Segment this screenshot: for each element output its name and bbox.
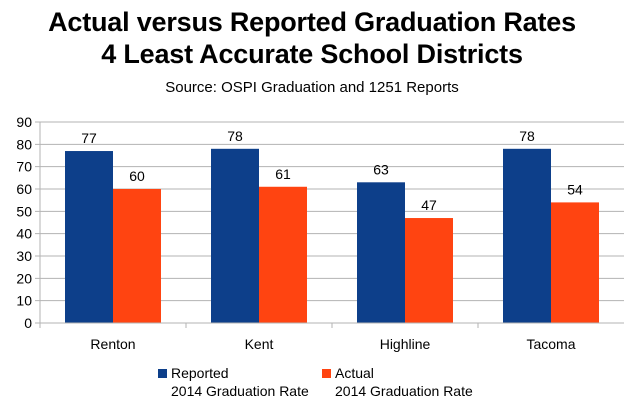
y-tick-label: 10: [16, 293, 32, 309]
x-tick-label: Tacoma: [526, 336, 575, 352]
y-tick-label: 30: [16, 248, 32, 264]
data-label: 61: [275, 166, 291, 182]
legend-sublabel-actual: 2014 Graduation Rate: [335, 383, 473, 399]
legend-label-actual: Actual: [335, 365, 374, 381]
data-label: 60: [129, 168, 145, 184]
bar-reported-tacoma: [503, 148, 551, 323]
bar-actual-tacoma: [551, 202, 599, 323]
legend-swatch-actual: [322, 369, 331, 378]
y-tick-label: 0: [24, 315, 32, 331]
chart-subtitle: Source: OSPI Graduation and 1251 Reports: [165, 79, 459, 96]
bar-reported-renton: [65, 151, 113, 323]
bar-actual-kent: [259, 186, 307, 323]
y-tick-label: 70: [16, 159, 32, 175]
data-label: 77: [81, 130, 97, 146]
y-tick-label: 90: [16, 114, 32, 130]
y-tick-label: 50: [16, 203, 32, 219]
data-label: 78: [519, 128, 535, 144]
x-tick-label: Renton: [90, 336, 135, 352]
chart-title-line1: Actual versus Reported Graduation Rates: [48, 7, 576, 37]
data-label: 63: [373, 161, 389, 177]
y-tick-label: 40: [16, 226, 32, 242]
legend-sublabel-reported: 2014 Graduation Rate: [171, 383, 309, 399]
chart-title-line2: 4 Least Accurate School Districts: [101, 39, 523, 69]
legend-swatch-reported: [158, 369, 167, 378]
data-label: 47: [421, 197, 437, 213]
y-tick-label: 60: [16, 181, 32, 197]
y-tick-label: 20: [16, 270, 32, 286]
x-tick-label: Kent: [245, 336, 274, 352]
bar-actual-renton: [113, 189, 161, 323]
bar-reported-highline: [357, 182, 405, 323]
data-label: 78: [227, 128, 243, 144]
legend-label-reported: Reported: [171, 365, 229, 381]
y-tick-label: 80: [16, 136, 32, 152]
bar-reported-kent: [211, 148, 259, 323]
data-label: 54: [567, 181, 583, 197]
x-tick-label: Highline: [380, 336, 431, 352]
bar-actual-highline: [405, 218, 453, 323]
